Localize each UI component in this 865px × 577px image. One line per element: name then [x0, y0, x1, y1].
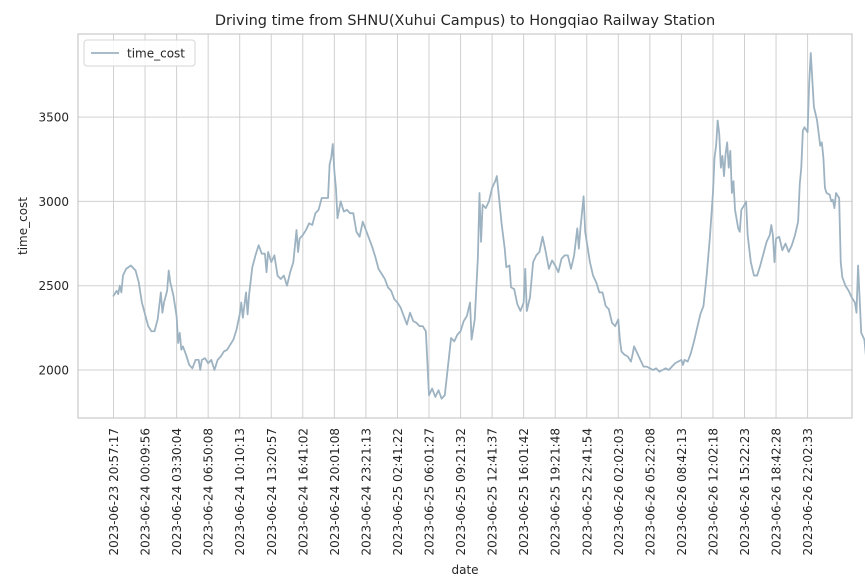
legend-label: time_cost: [127, 47, 185, 61]
x-tick-label: 2023-06-24 16:41:02: [296, 428, 310, 555]
x-tick-label: 2023-06-25 12:41:37: [486, 428, 500, 555]
x-tick-label: 2023-06-24 23:21:13: [359, 428, 373, 555]
y-axis-label: time_cost: [16, 197, 30, 255]
x-tick-label: 2023-06-25 16:01:42: [517, 428, 531, 555]
x-tick-label: 2023-06-26 15:22:23: [738, 428, 752, 555]
x-tick-label: 2023-06-26 22:02:33: [801, 428, 815, 555]
chart-title: Driving time from SHNU(Xuhui Campus) to …: [215, 13, 715, 29]
x-tick-label: 2023-06-25 19:21:48: [549, 428, 563, 555]
x-tick-label: 2023-06-25 09:21:32: [454, 428, 468, 555]
x-tick-label: 2023-06-26 18:42:28: [770, 428, 784, 555]
x-tick-label: 2023-06-25 22:41:54: [580, 428, 594, 555]
x-tick-label: 2023-06-25 02:41:22: [391, 428, 405, 555]
x-tick-label: 2023-06-24 00:09:56: [139, 428, 153, 555]
x-tick-label: 2023-06-23 20:57:17: [107, 428, 121, 555]
x-axis-label: date: [451, 563, 478, 577]
legend-box: [83, 39, 196, 67]
plot-frame: [77, 33, 853, 419]
grid-lines: [78, 34, 852, 418]
x-tick-label: 2023-06-25 06:01:27: [423, 428, 437, 555]
series-layer: [112, 52, 865, 400]
x-tick-labels: 2023-06-23 20:57:17 2023-06-24 00:09:56 20…: [107, 428, 815, 555]
y-tick-label: 3000: [38, 195, 69, 209]
y-tick-labels: 2000 2500 3000 3500: [38, 111, 69, 378]
x-tick-label: 2023-06-24 13:20:57: [265, 428, 279, 555]
x-tick-label: 2023-06-26 05:22:08: [643, 428, 657, 555]
y-tick-label: 2500: [38, 279, 69, 293]
legend: time_cost: [83, 39, 196, 67]
x-tick-label: 2023-06-24 10:10:13: [233, 428, 247, 555]
x-tick-label: 2023-06-24 06:50:08: [202, 428, 216, 555]
x-tick-label: 2023-06-26 12:02:18: [706, 428, 720, 555]
y-tick-label: 3500: [38, 111, 69, 125]
x-tick-label: 2023-06-24 03:30:04: [170, 428, 184, 555]
y-tick-label: 2000: [38, 364, 69, 378]
x-tick-label: 2023-06-26 02:02:03: [612, 428, 626, 555]
series-line-time-cost: [112, 52, 865, 400]
x-tick-label: 2023-06-24 20:01:08: [328, 428, 342, 555]
x-tick-label: 2023-06-26 08:42:13: [675, 428, 689, 555]
